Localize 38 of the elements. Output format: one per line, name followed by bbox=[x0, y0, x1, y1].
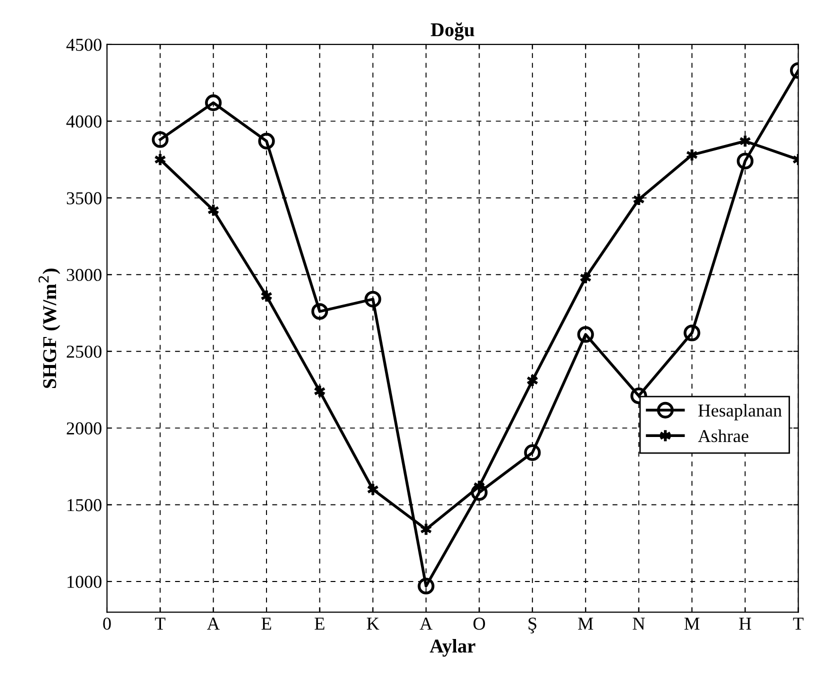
x-tick-label: A bbox=[420, 618, 432, 630]
point bbox=[736, 152, 754, 170]
y-tick-label: 4500 bbox=[66, 38, 102, 51]
y-tick-label: 2000 bbox=[66, 422, 102, 434]
legend-label: Hesaplanan bbox=[698, 404, 782, 420]
point bbox=[205, 94, 222, 112]
y-tick-label: 1000 bbox=[68, 576, 102, 588]
point bbox=[470, 484, 488, 501]
x-axis-title: Aylar bbox=[430, 638, 476, 657]
chart-title: Doğu bbox=[430, 22, 474, 40]
legend-label: Ashrae bbox=[698, 429, 748, 442]
x-tick-label: E bbox=[314, 618, 324, 630]
x-tick-label: K bbox=[366, 618, 380, 630]
x-tick-label: T bbox=[154, 618, 166, 630]
x-tick-label: M bbox=[578, 618, 594, 630]
x-tick-label: N bbox=[632, 618, 645, 630]
point bbox=[577, 326, 594, 343]
point bbox=[152, 131, 169, 148]
point bbox=[684, 324, 700, 342]
x-tick-label: M bbox=[684, 618, 700, 630]
x-tick-label: 0 bbox=[103, 618, 111, 630]
point bbox=[311, 303, 328, 320]
y-tick-label: 4000 bbox=[66, 115, 102, 128]
y-tick-label: 1500 bbox=[68, 499, 102, 512]
x-tick-label: E bbox=[262, 618, 272, 630]
x-tick-label: A bbox=[207, 618, 220, 630]
point bbox=[524, 444, 541, 461]
point bbox=[258, 132, 275, 150]
y-tick-label: 2500 bbox=[66, 346, 102, 358]
y-tick-label: 3500 bbox=[66, 192, 102, 204]
x-tick-label: T bbox=[793, 618, 804, 630]
y-tick-label: 3000 bbox=[66, 268, 102, 282]
x-tick-label: H bbox=[739, 618, 752, 630]
x-tick-label: O bbox=[473, 618, 486, 630]
point bbox=[418, 578, 434, 594]
point bbox=[364, 290, 382, 308]
x-tick-label: Ş bbox=[528, 618, 536, 634]
y-axis-title: SHGF (W/m$^{2}$) bbox=[38, 268, 60, 388]
